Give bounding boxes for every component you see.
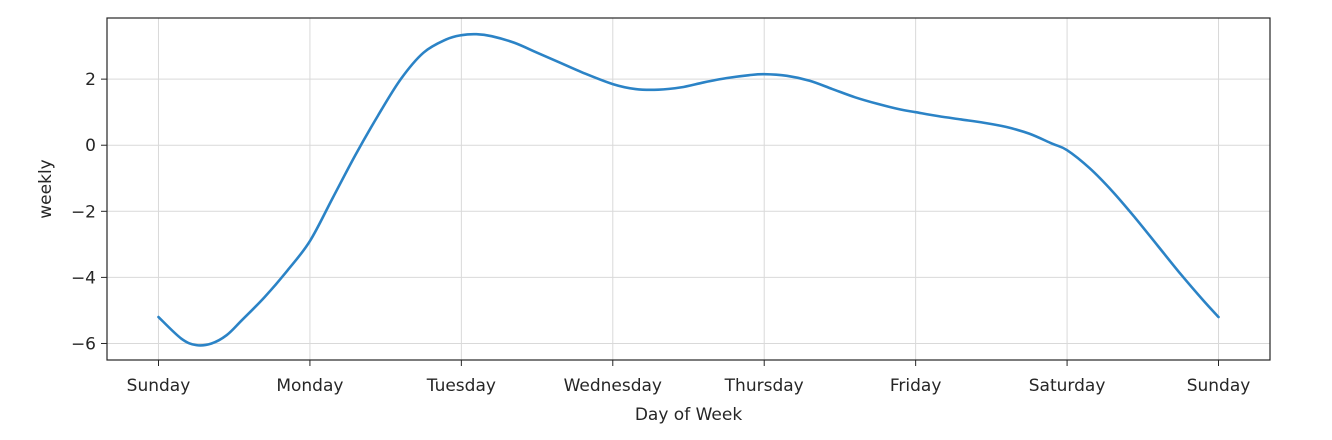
x-tick-label: Saturday [1029, 376, 1106, 396]
x-tick-label: Friday [890, 376, 942, 396]
weekly-series-line [157, 32, 1220, 347]
x-axis-label: Day of Week [635, 405, 742, 425]
y-tick-label: −4 [71, 268, 96, 288]
series-lines [157, 32, 1220, 347]
plot-frame [106, 17, 1271, 361]
y-axis-label: weekly [36, 159, 56, 218]
grid-lines [107, 18, 1270, 360]
y-tick-label: −2 [71, 202, 96, 222]
x-tick-label: Thursday [724, 376, 804, 396]
x-tick-label: Tuesday [426, 376, 496, 396]
x-tick-label: Sunday [1187, 376, 1251, 396]
y-tick-label: −6 [71, 334, 96, 354]
y-tick-label: 2 [85, 70, 96, 90]
y-axis-ticks: 2 0 −2 −4 −6 [71, 70, 107, 354]
y-tick-label: 0 [85, 136, 96, 156]
x-tick-label: Wednesday [564, 376, 662, 396]
x-tick-label: Monday [276, 376, 343, 396]
x-axis-ticks: Sunday Monday Tuesday Wednesday Thursday Frid… [127, 360, 1251, 396]
x-tick-label: Sunday [127, 376, 191, 396]
